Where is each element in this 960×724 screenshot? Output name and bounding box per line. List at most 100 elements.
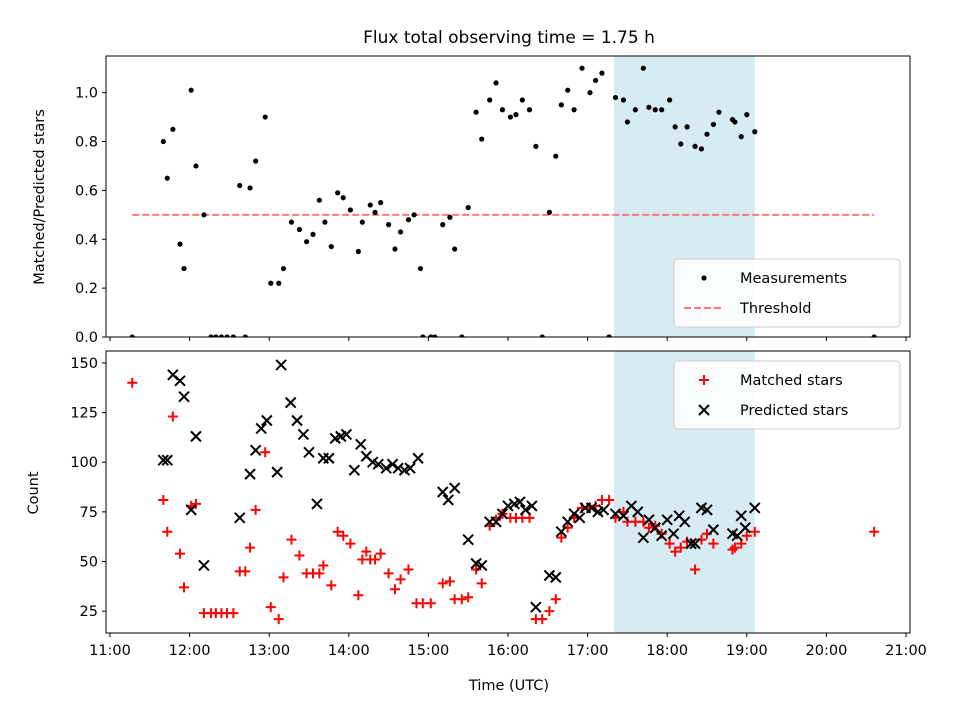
bottom-y-tick-label: 150	[70, 356, 98, 372]
data-point-matched-stars	[245, 542, 256, 553]
legend-symbol	[698, 404, 710, 416]
data-point-measurements	[170, 126, 176, 132]
data-point-measurements	[405, 217, 412, 223]
data-point-measurements	[459, 334, 465, 337]
top-y-tick-label: 0.6	[75, 183, 98, 199]
data-point-measurements	[710, 121, 716, 128]
data-point-predicted-stars	[317, 452, 330, 464]
top-y-axis-label: Matched/Predicted stars	[32, 109, 48, 285]
data-point-predicted-stars	[514, 496, 526, 508]
legend-label: Measurements	[740, 271, 847, 287]
data-point-matched-stars	[749, 526, 760, 537]
data-point-measurements	[230, 334, 236, 337]
bottom-legend: Matched stars Predicted stars	[673, 360, 901, 430]
data-point-measurements	[280, 265, 287, 272]
data-point-measurements	[640, 65, 646, 71]
data-point-measurements	[519, 97, 525, 103]
legend-label: Matched stars	[740, 373, 843, 389]
data-point-matched-stars	[463, 592, 474, 603]
data-point-predicted-stars	[701, 504, 713, 516]
data-point-predicted-stars	[348, 464, 361, 476]
data-point-measurements	[526, 107, 533, 113]
data-point-measurements	[752, 129, 758, 135]
data-point-measurements	[262, 114, 268, 120]
data-point-predicted-stars	[568, 508, 580, 520]
data-point-matched-stars	[869, 526, 880, 537]
data-point-measurements	[218, 334, 225, 337]
data-point-measurements	[539, 334, 545, 337]
data-point-predicted-stars	[261, 414, 273, 427]
data-point-matched-stars	[332, 526, 343, 537]
data-point-predicted-stars	[392, 462, 404, 474]
data-point-measurements	[473, 109, 479, 115]
data-point-measurements	[322, 219, 328, 225]
data-point-measurements	[499, 107, 506, 113]
top-plot-area: 0.0 0.2 0.4 0.6 0.8 1.0 Measurements Threshold	[75, 55, 911, 346]
data-point-matched-stars	[437, 578, 448, 589]
data-point-measurements	[328, 243, 334, 250]
data-point-matched-stars	[260, 447, 271, 458]
x-tick-label: 14:00	[328, 643, 370, 659]
data-point-matched-stars	[240, 566, 251, 577]
data-point-measurements	[452, 246, 458, 252]
data-point-predicted-stars	[185, 504, 197, 516]
data-point-predicted-stars	[340, 428, 353, 441]
data-point-predicted-stars	[297, 428, 310, 441]
data-point-measurements	[507, 114, 513, 120]
data-point-measurements	[316, 197, 322, 203]
bottom-y-tick-label: 75	[80, 505, 98, 521]
data-point-predicted-stars	[585, 502, 598, 514]
data-point-measurements	[612, 94, 619, 101]
x-tick-label: 11:00	[89, 643, 131, 659]
data-point-measurements	[224, 334, 230, 337]
data-point-measurements	[579, 65, 585, 71]
data-point-predicted-stars	[685, 537, 697, 550]
data-point-measurements	[624, 119, 631, 125]
data-point-predicted-stars	[190, 430, 202, 443]
chart-title: Flux total observing time = 1.75 h	[363, 28, 655, 48]
data-point-matched-stars	[741, 530, 752, 541]
data-point-matched-stars	[345, 538, 356, 549]
data-point-measurements	[744, 112, 750, 118]
data-point-predicted-stars	[303, 446, 315, 458]
data-point-matched-stars	[265, 602, 276, 613]
data-point-predicted-stars	[573, 512, 586, 524]
top-y-tick-label: 1.0	[75, 86, 98, 102]
data-point-matched-stars	[556, 532, 567, 543]
data-point-measurements	[513, 112, 519, 118]
data-point-predicted-stars	[555, 526, 568, 538]
data-point-predicted-stars	[311, 498, 323, 510]
data-point-predicted-stars	[380, 462, 392, 474]
top-y-tick-label: 0.0	[75, 330, 98, 346]
data-point-matched-stars	[383, 568, 394, 579]
data-point-measurements	[704, 131, 710, 137]
data-point-predicted-stars	[412, 452, 424, 464]
data-point-predicted-stars	[386, 458, 399, 470]
data-point-measurements	[367, 202, 373, 208]
data-point-predicted-stars	[323, 452, 335, 464]
data-point-measurements	[160, 138, 166, 145]
data-point-predicted-stars	[284, 396, 297, 409]
data-point-matched-stars	[318, 560, 329, 571]
data-point-measurements	[493, 80, 499, 86]
data-point-measurements	[411, 212, 417, 218]
data-point-matched-stars	[604, 494, 615, 505]
data-point-predicted-stars	[178, 390, 190, 403]
data-point-measurements	[213, 334, 219, 337]
x-tick-label: 17:00	[567, 643, 609, 659]
x-tick-label: 18:00	[646, 643, 688, 659]
data-point-predicted-stars	[655, 529, 668, 542]
bottom-y-tick-label: 100	[70, 455, 98, 471]
data-point-measurements	[620, 97, 627, 103]
data-point-matched-stars	[127, 377, 138, 388]
data-point-measurements	[335, 190, 341, 196]
data-point-predicted-stars	[643, 514, 655, 526]
top-y-tick-label: 0.2	[75, 281, 98, 297]
data-point-measurements	[732, 119, 738, 125]
data-point-matched-stars	[476, 578, 487, 589]
data-point-predicted-stars	[530, 601, 542, 613]
data-point-matched-stars	[353, 590, 364, 601]
bottom-y-axis-label: Count	[26, 471, 42, 514]
data-point-measurements	[599, 70, 605, 76]
data-point-matched-stars	[403, 564, 414, 575]
